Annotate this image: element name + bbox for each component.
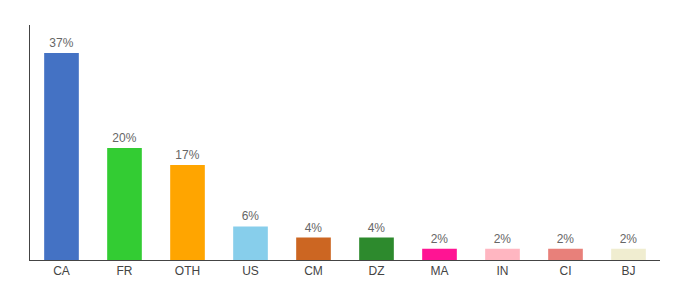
svg-text:OTH: OTH <box>175 264 200 278</box>
svg-text:FR: FR <box>117 264 133 278</box>
svg-text:CM: CM <box>304 264 323 278</box>
svg-text:2%: 2% <box>620 232 638 246</box>
svg-text:2%: 2% <box>494 232 512 246</box>
svg-text:CI: CI <box>560 264 572 278</box>
svg-text:MA: MA <box>431 264 449 278</box>
svg-text:37%: 37% <box>49 36 73 50</box>
svg-text:CA: CA <box>53 264 70 278</box>
svg-text:6%: 6% <box>242 209 260 223</box>
svg-text:BJ: BJ <box>621 264 635 278</box>
svg-text:IN: IN <box>497 264 509 278</box>
svg-text:2%: 2% <box>557 232 575 246</box>
svg-text:17%: 17% <box>175 148 199 162</box>
svg-text:4%: 4% <box>368 221 386 235</box>
svg-text:4%: 4% <box>305 221 323 235</box>
svg-text:US: US <box>242 264 259 278</box>
svg-text:DZ: DZ <box>369 264 385 278</box>
svg-text:20%: 20% <box>112 131 136 145</box>
svg-text:2%: 2% <box>431 232 449 246</box>
